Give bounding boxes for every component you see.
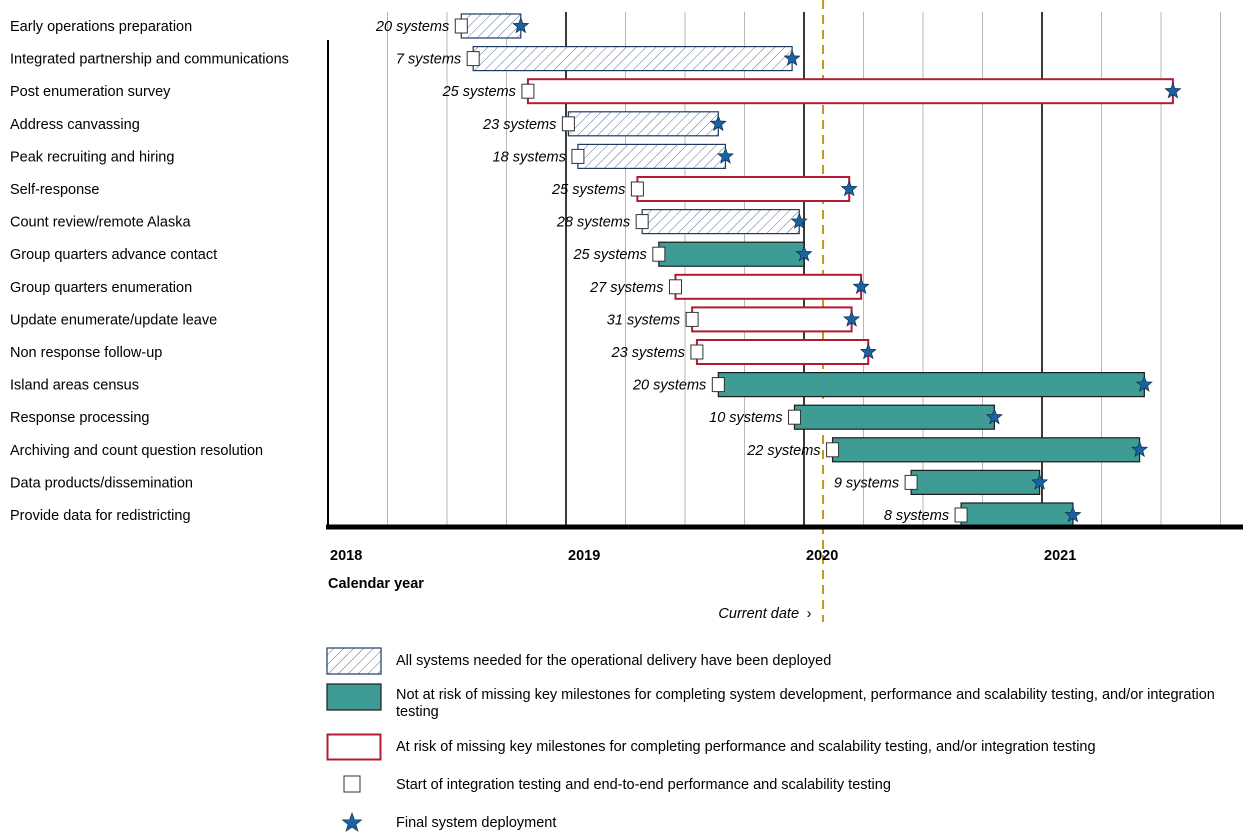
gantt-bar <box>577 143 727 169</box>
systems-count-label: 7 systems <box>396 52 461 68</box>
start-marker-icon <box>668 279 682 295</box>
row-label: Group quarters advance contact <box>10 247 217 263</box>
start-marker-icon <box>521 83 535 99</box>
row-label: Provide data for redistricting <box>10 508 191 524</box>
row-label: Integrated partnership and communication… <box>10 52 289 68</box>
row-label: Self-response <box>10 182 99 198</box>
row-label: Count review/remote Alaska <box>10 215 191 231</box>
start-marker-icon <box>454 18 468 34</box>
row-label: Group quarters enumeration <box>10 280 192 296</box>
star-icon <box>709 114 727 132</box>
start-marker-icon <box>635 214 649 230</box>
star-icon <box>985 408 1003 425</box>
legend-text-start-marker: Start of integration testing and end-to-… <box>396 777 891 793</box>
start-marker-icon <box>711 377 725 393</box>
systems-count-label: 23 systems <box>611 345 685 361</box>
star-icon <box>1164 82 1182 99</box>
legend-text-at-risk: At risk of missing key milestones for co… <box>396 739 1096 755</box>
gantt-bar <box>793 404 995 430</box>
systems-count-label: 25 systems <box>551 182 625 198</box>
star-icon <box>859 343 877 360</box>
systems-count-label: 22 systems <box>746 443 820 459</box>
systems-count-label: 25 systems <box>572 247 646 263</box>
systems-count-label: 28 systems <box>556 215 630 231</box>
start-marker-icon <box>904 474 918 490</box>
start-marker-icon <box>630 181 644 197</box>
gantt-bar <box>567 111 719 137</box>
systems-count-label: 20 systems <box>375 19 449 35</box>
star-icon <box>1064 506 1082 523</box>
x-tick-label: 2020 <box>806 548 838 564</box>
gantt-bar <box>460 13 522 39</box>
star-icon <box>1131 440 1149 458</box>
row-label: Update enumerate/update leave <box>10 312 217 328</box>
x-tick-label: 2021 <box>1044 548 1076 564</box>
start-marker-icon <box>343 775 361 793</box>
gantt-bar <box>695 339 870 365</box>
systems-count-label: 25 systems <box>442 84 516 100</box>
star-icon <box>795 245 813 262</box>
systems-count-label: 8 systems <box>884 508 949 524</box>
legend-text-completed: All systems needed for the operational d… <box>396 653 832 669</box>
star-icon <box>783 49 801 66</box>
systems-count-label: 10 systems <box>709 410 782 426</box>
gantt-bar <box>674 273 863 300</box>
legend-swatch-not-at-risk <box>326 683 382 711</box>
row-label: Early operations preparation <box>10 19 192 35</box>
chevron-right-icon: › <box>807 606 812 622</box>
start-marker-icon <box>690 344 704 360</box>
gantt-bar <box>526 78 1174 105</box>
gantt-bar <box>831 437 1141 463</box>
row-label: Non response follow-up <box>10 345 162 361</box>
gantt-bar <box>960 502 1074 528</box>
row-label: Response processing <box>10 410 149 426</box>
systems-count-label: 20 systems <box>632 378 706 394</box>
gantt-bar <box>717 372 1145 398</box>
star-icon <box>843 310 861 327</box>
star-icon <box>341 811 363 832</box>
start-marker-icon <box>571 148 585 164</box>
gantt-bar <box>658 241 805 267</box>
start-marker-icon <box>954 507 968 523</box>
gantt-bar <box>691 306 853 333</box>
systems-count-label: 23 systems <box>482 117 556 133</box>
row-label: Data products/dissemination <box>10 475 193 491</box>
systems-count-label: 18 systems <box>493 149 566 165</box>
gantt-bar <box>641 209 800 235</box>
star-icon <box>1135 375 1153 392</box>
row-label: Peak recruiting and hiring <box>10 149 174 165</box>
gantt-bar <box>910 469 1041 495</box>
star-icon <box>1031 473 1049 490</box>
start-marker-icon <box>826 442 840 458</box>
gantt-bar <box>636 176 851 202</box>
row-label: Address canvassing <box>10 117 140 133</box>
star-icon <box>840 180 858 197</box>
start-marker-icon <box>685 311 699 327</box>
start-marker-icon <box>787 409 801 425</box>
start-marker-icon <box>466 51 480 67</box>
systems-count-label: 31 systems <box>607 312 680 328</box>
legend-swatch-at-risk <box>326 733 382 761</box>
row-label: Post enumeration survey <box>10 84 171 100</box>
legend-swatch-completed <box>326 647 382 675</box>
star-icon <box>790 212 808 229</box>
start-marker-icon <box>652 246 666 262</box>
start-marker-icon <box>561 116 575 132</box>
gantt-chart: Current date › Early operations preparat… <box>10 0 1243 622</box>
star-icon <box>852 277 870 295</box>
systems-count-label: 27 systems <box>589 280 663 296</box>
legend-text-star-marker: Final system deployment <box>396 815 557 831</box>
star-icon <box>512 17 530 34</box>
x-tick-label: 2018 <box>330 548 362 564</box>
systems-count-label: 9 systems <box>834 475 899 491</box>
x-tick-label: 2019 <box>568 548 600 564</box>
row-label: Island areas census <box>10 378 139 394</box>
star-icon <box>716 147 735 164</box>
gantt-bar <box>472 45 793 72</box>
current-date-label: Current date <box>718 606 799 622</box>
row-label: Archiving and count question resolution <box>10 443 263 459</box>
legend-text-not-at-risk: Not at risk of missing key milestones fo… <box>396 687 1215 720</box>
x-axis-title: Calendar year <box>328 576 424 592</box>
